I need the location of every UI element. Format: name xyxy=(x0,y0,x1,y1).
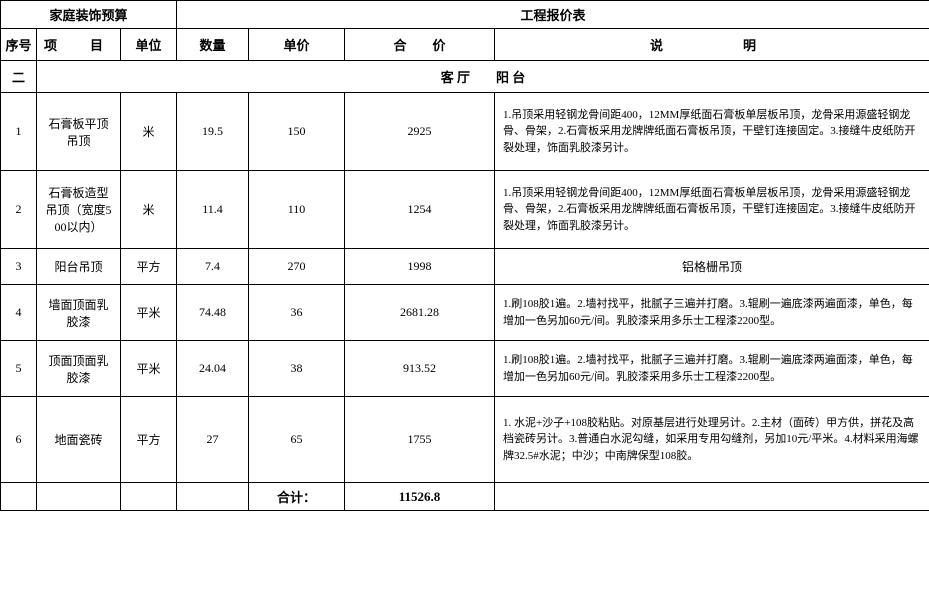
summary-row: 合计： 11526.8 xyxy=(1,483,929,511)
cell-price: 270 xyxy=(249,249,345,285)
table-row: 3 阳台吊顶 平方 7.4 270 1998 铝格栅吊顶 xyxy=(1,249,929,285)
sum-blank-2 xyxy=(37,483,121,511)
title-row: 家庭装饰预算 工程报价表 xyxy=(1,1,929,29)
cell-unit: 米 xyxy=(121,93,177,171)
sum-blank-3 xyxy=(121,483,177,511)
table-row: 1 石膏板平顶吊顶 米 19.5 150 2925 1.吊顶采用轻钢龙骨间距40… xyxy=(1,93,929,171)
cell-seq: 4 xyxy=(1,285,37,341)
sum-blank-1 xyxy=(1,483,37,511)
sum-blank-5 xyxy=(495,483,929,511)
cell-item: 阳台吊顶 xyxy=(37,249,121,285)
cell-seq: 2 xyxy=(1,171,37,249)
cell-desc: 铝格栅吊顶 xyxy=(495,249,929,285)
cell-price: 65 xyxy=(249,397,345,483)
cell-desc: 1.刷108胶1遍。2.墙衬找平，批腻子三遍并打磨。3.辊刷一遍底漆两遍面漆，单… xyxy=(495,341,929,397)
cell-unit: 米 xyxy=(121,171,177,249)
cell-desc: 1.刷108胶1遍。2.墙衬找平，批腻子三遍并打磨。3.辊刷一遍底漆两遍面漆，单… xyxy=(495,285,929,341)
col-desc: 说 明 xyxy=(495,29,929,61)
cell-total: 1998 xyxy=(345,249,495,285)
summary-value: 11526.8 xyxy=(345,483,495,511)
cell-total: 1254 xyxy=(345,171,495,249)
col-qty: 数量 xyxy=(177,29,249,61)
section-label: 客 厅 阳 台 xyxy=(37,61,929,93)
table-row: 2 石膏板造型吊顶（宽度500以内） 米 11.4 110 1254 1.吊顶采… xyxy=(1,171,929,249)
cell-item: 石膏板造型吊顶（宽度500以内） xyxy=(37,171,121,249)
cell-unit: 平米 xyxy=(121,285,177,341)
cell-desc: 1.吊顶采用轻钢龙骨间距400，12MM厚纸面石膏板单层板吊顶，龙骨采用源盛轻钢… xyxy=(495,93,929,171)
cell-item: 墙面顶面乳胶漆 xyxy=(37,285,121,341)
table-row: 6 地面瓷砖 平方 27 65 1755 1. 水泥+沙子+108胶粘贴。对原基… xyxy=(1,397,929,483)
cell-price: 150 xyxy=(249,93,345,171)
table-row: 5 顶面顶面乳胶漆 平米 24.04 38 913.52 1.刷108胶1遍。2… xyxy=(1,341,929,397)
cell-item: 石膏板平顶吊顶 xyxy=(37,93,121,171)
section-num: 二 xyxy=(1,61,37,93)
cell-seq: 3 xyxy=(1,249,37,285)
sum-blank-4 xyxy=(177,483,249,511)
col-unit: 单位 xyxy=(121,29,177,61)
cell-desc: 1.吊顶采用轻钢龙骨间距400，12MM厚纸面石膏板单层板吊顶，龙骨采用源盛轻钢… xyxy=(495,171,929,249)
col-seq: 序号 xyxy=(1,29,37,61)
cell-total: 2925 xyxy=(345,93,495,171)
cell-qty: 27 xyxy=(177,397,249,483)
cell-seq: 5 xyxy=(1,341,37,397)
quotation-table: 家庭装饰预算 工程报价表 序号 项 目 单位 数量 单价 合 价 说 明 二 客… xyxy=(0,0,929,511)
summary-label: 合计： xyxy=(249,483,345,511)
cell-item: 顶面顶面乳胶漆 xyxy=(37,341,121,397)
cell-qty: 7.4 xyxy=(177,249,249,285)
col-price: 单价 xyxy=(249,29,345,61)
section-row: 二 客 厅 阳 台 xyxy=(1,61,929,93)
title-left: 家庭装饰预算 xyxy=(1,1,177,29)
cell-desc: 1. 水泥+沙子+108胶粘贴。对原基层进行处理另计。2.主材（面砖）甲方供，拼… xyxy=(495,397,929,483)
cell-qty: 24.04 xyxy=(177,341,249,397)
cell-seq: 1 xyxy=(1,93,37,171)
cell-unit: 平米 xyxy=(121,341,177,397)
cell-qty: 19.5 xyxy=(177,93,249,171)
header-row: 序号 项 目 单位 数量 单价 合 价 说 明 xyxy=(1,29,929,61)
cell-price: 110 xyxy=(249,171,345,249)
cell-price: 38 xyxy=(249,341,345,397)
title-right: 工程报价表 xyxy=(177,1,929,29)
cell-unit: 平方 xyxy=(121,397,177,483)
cell-item: 地面瓷砖 xyxy=(37,397,121,483)
cell-qty: 74.48 xyxy=(177,285,249,341)
cell-total: 1755 xyxy=(345,397,495,483)
cell-total: 913.52 xyxy=(345,341,495,397)
cell-price: 36 xyxy=(249,285,345,341)
table-row: 4 墙面顶面乳胶漆 平米 74.48 36 2681.28 1.刷108胶1遍。… xyxy=(1,285,929,341)
cell-unit: 平方 xyxy=(121,249,177,285)
col-total: 合 价 xyxy=(345,29,495,61)
cell-qty: 11.4 xyxy=(177,171,249,249)
cell-seq: 6 xyxy=(1,397,37,483)
col-item: 项 目 xyxy=(37,29,121,61)
cell-total: 2681.28 xyxy=(345,285,495,341)
